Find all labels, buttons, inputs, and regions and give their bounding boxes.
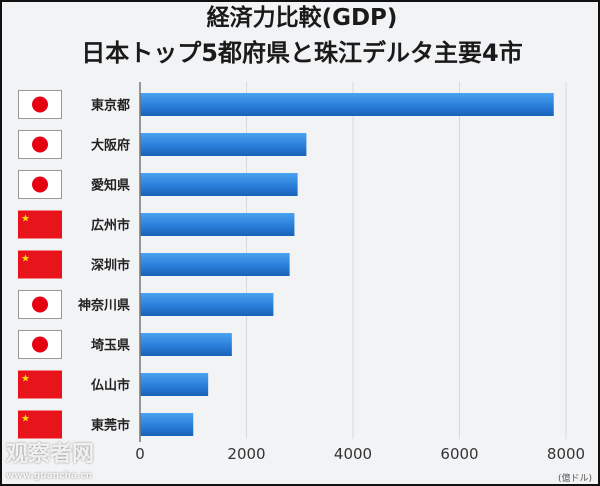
- x-tick-label: 2000: [227, 445, 265, 463]
- china-flag-star-icon: ★: [21, 374, 30, 385]
- china-flag-star-icon: ★: [21, 254, 30, 265]
- category-label: 東京都: [91, 98, 130, 114]
- bar: [140, 133, 307, 156]
- category-label: 神奈川県: [78, 298, 130, 314]
- category-label: 広州市: [91, 218, 130, 234]
- china-flag-star-icon: ★: [21, 414, 30, 425]
- category-label: 仏山市: [91, 378, 130, 394]
- bar: [140, 293, 274, 316]
- bar: [140, 93, 554, 116]
- watermark-url: www.guancha.cn: [6, 471, 93, 481]
- x-tick-label: 0: [135, 445, 145, 463]
- category-label: 深圳市: [91, 258, 130, 274]
- bar: [140, 333, 232, 356]
- china-flag-icon: [18, 210, 62, 239]
- china-flag-icon: [18, 370, 62, 399]
- x-axis-unit: (億ドル): [558, 472, 592, 484]
- china-flag-star-icon: ★: [21, 214, 30, 225]
- bar: [140, 213, 295, 236]
- japan-flag-disc-icon: [32, 176, 48, 193]
- category-label: 埼玉県: [91, 338, 130, 354]
- category-label: 東莞市: [91, 418, 130, 434]
- japan-flag-disc-icon: [32, 96, 48, 113]
- x-tick-label: 6000: [440, 445, 478, 463]
- japan-flag-disc-icon: [32, 136, 48, 153]
- china-flag-icon: [18, 250, 62, 279]
- bar: [140, 173, 298, 196]
- bar: [140, 253, 290, 276]
- japan-flag-disc-icon: [32, 336, 48, 353]
- chart-title: 経済力比較(GDP): [206, 5, 398, 31]
- category-label: 大阪府: [91, 138, 130, 154]
- china-flag-icon: [18, 410, 62, 439]
- bar: [140, 413, 194, 436]
- watermark-logo: 观察者网: [6, 442, 95, 467]
- japan-flag-disc-icon: [32, 296, 48, 313]
- x-tick-label: 4000: [334, 445, 372, 463]
- bar: [140, 373, 209, 396]
- x-tick-label: 8000: [547, 445, 585, 463]
- category-label: 愛知県: [91, 178, 130, 194]
- chart-subtitle: 日本トップ5都府県と珠江デルタ主要4市: [81, 39, 523, 67]
